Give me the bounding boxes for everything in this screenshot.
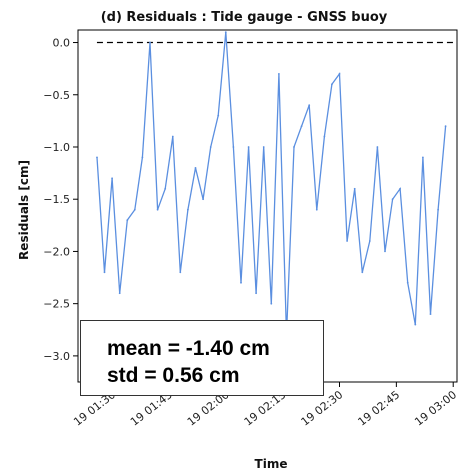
series-point [422,156,424,159]
series-point [346,240,348,242]
y-tick-label: −0.5 [43,89,70,102]
series-point [103,271,106,274]
series-point [232,146,235,148]
mean-text: mean = -1.40 cm [107,337,270,360]
series-point [429,313,432,315]
series-point [414,323,417,326]
series-point [376,146,379,148]
series-point [217,114,220,117]
series-point [240,281,242,284]
y-axis-label: Residuals [cm] [17,160,31,260]
series-point [384,250,386,253]
series-point [361,271,364,274]
series-point [255,292,257,295]
series-point [368,240,371,242]
series-point [262,146,265,148]
std-text: std = 0.56 cm [107,364,240,387]
y-axis: 0.0 −0.5 −1.0 −1.5 −2.0 −2.5 −3.0 [43,37,78,363]
series-point [156,208,159,211]
series-point [194,167,197,169]
y-tick-label: −1.5 [43,193,70,206]
series-point [209,146,212,148]
series-point [444,125,447,127]
y-tick-label: −3.0 [43,350,70,363]
series-point [270,302,273,305]
series-point [111,177,113,180]
series-point [149,41,151,44]
series-point [133,208,136,211]
series-point [399,187,401,190]
series-point [141,156,144,159]
series-point [179,271,182,274]
series-point [187,208,189,211]
series-point [224,31,227,33]
series-point [391,198,394,201]
y-tick-label: −2.5 [43,298,70,311]
series-point [278,73,280,75]
series-point [338,73,341,75]
series-point [96,156,98,159]
series-point [300,125,303,127]
series-point [315,208,318,211]
series-point [308,104,311,107]
series-point [171,135,174,138]
series-point [293,146,295,148]
chart-title: (d) Residuals : Tide gauge - GNSS buoy [101,10,388,25]
series-point [331,83,333,86]
y-tick-label: −1.0 [43,141,70,154]
series-point [437,208,439,211]
series-point [406,281,409,284]
series-point [247,146,250,148]
x-tick-label: 19 02:45 [355,388,402,429]
series-point [353,187,356,190]
series-point [118,292,121,295]
series-point [126,219,129,222]
y-tick-label: −2.0 [43,245,70,258]
series-point [202,198,205,201]
series-point [323,135,326,138]
y-tick-label: 0.0 [53,37,71,50]
residual-series-line [96,32,447,336]
stats-box: mean = -1.40 cm std = 0.56 cm [80,320,324,396]
series-point [164,187,167,190]
x-axis-label: Time [255,457,288,471]
x-tick-label: 19 03:00 [412,388,459,429]
